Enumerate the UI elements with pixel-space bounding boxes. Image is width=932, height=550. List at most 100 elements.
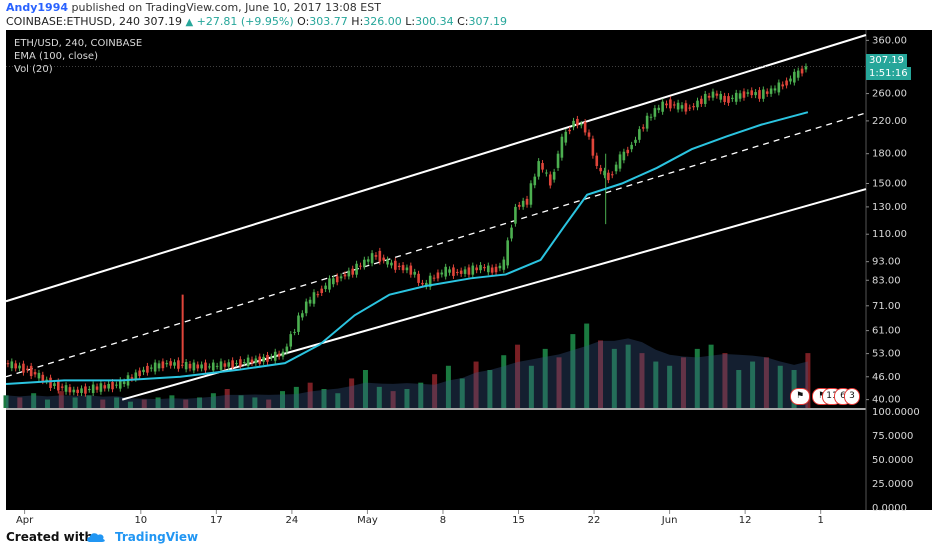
main-pane[interactable] [6, 30, 866, 408]
candle-body [793, 71, 796, 83]
candle-body [18, 365, 21, 369]
y-tick-label: 220.00 [872, 116, 907, 127]
x-tick-label: May [357, 515, 378, 525]
candle-body [165, 363, 169, 365]
volume-bar [445, 365, 451, 408]
candle-body [68, 387, 72, 393]
price-axis[interactable] [866, 30, 932, 510]
high-value: 326.00 [363, 15, 402, 28]
footer: Created with TradingView [0, 525, 932, 550]
candle-body [734, 92, 738, 102]
volume-bar [100, 399, 106, 408]
candle-body [696, 100, 699, 108]
event-count-badge[interactable]: 3 [844, 388, 860, 405]
candle-body [122, 381, 126, 385]
volume-bar [708, 344, 714, 408]
candle-body [297, 315, 300, 332]
y-tick-label: 360.00 [872, 35, 907, 46]
candle-body [33, 372, 37, 375]
x-tick-label: 8 [440, 515, 446, 525]
price-change: +27.81 (+9.95%) [196, 15, 294, 28]
candle-body [421, 282, 424, 285]
candle-body [153, 362, 157, 372]
volume-bar [598, 340, 604, 408]
y-tick-label: 260.00 [872, 89, 907, 100]
candle-body [564, 131, 568, 143]
candle-body [657, 107, 661, 111]
x-tick-label: 15 [512, 515, 525, 525]
candle-body [672, 104, 676, 106]
volume-bar [266, 399, 272, 408]
volume-bar [639, 353, 645, 408]
tradingview-brand[interactable]: TradingView [115, 530, 199, 544]
indicator-pane[interactable] [6, 410, 866, 510]
indicator-tick-label: 100.0000 [872, 407, 920, 418]
candle-body [335, 276, 339, 283]
candle-body [486, 265, 490, 273]
author-link[interactable]: Andy1994 [6, 1, 69, 14]
candle-body [239, 359, 242, 367]
ema-line[interactable] [5, 111, 809, 386]
publish-info: Andy1994 published on TradingView.com, J… [6, 1, 381, 14]
candle-body [316, 294, 320, 296]
volume-bar [321, 389, 327, 408]
volume-bar [86, 395, 92, 408]
candle-body [219, 361, 223, 370]
volume-bar [667, 365, 673, 408]
time-axis[interactable] [6, 510, 932, 525]
volume-bar [528, 365, 534, 408]
volume-bar [17, 397, 23, 408]
candle-body [614, 164, 618, 172]
volume-bar [114, 397, 120, 408]
volume-bar [238, 395, 244, 408]
candle-body [521, 200, 525, 207]
x-tick-label: Jun [661, 515, 678, 525]
channel-line-upper[interactable] [5, 34, 867, 303]
high-label: H: [351, 15, 364, 28]
candle-body [169, 361, 172, 366]
candle-body [53, 383, 56, 387]
volume-bar [183, 399, 189, 408]
low-label: L: [405, 15, 416, 28]
candle-body [301, 313, 304, 318]
volume-bar [584, 323, 590, 408]
candle-body [750, 90, 754, 96]
candle-body [200, 364, 203, 369]
volume-bar [487, 370, 493, 408]
candle-body [254, 358, 258, 363]
candle-body [742, 91, 746, 98]
candle-body [146, 365, 149, 373]
volume-bar [556, 357, 562, 408]
candle-body [118, 380, 122, 389]
candle-body [463, 269, 467, 274]
candle-body [514, 206, 517, 224]
channel-line-middle[interactable] [5, 112, 867, 378]
volume-bar [473, 361, 479, 408]
candle-body [789, 78, 792, 82]
candle-body [6, 363, 10, 365]
x-tick-label: 10 [134, 515, 147, 525]
channel-line-lower[interactable] [121, 188, 867, 401]
candle-body [545, 172, 548, 174]
candle-body [10, 361, 14, 369]
candle-body [576, 118, 579, 126]
volume-bar [349, 378, 355, 408]
candle-body [37, 372, 41, 379]
candle-body [103, 385, 107, 389]
candle-body [99, 383, 103, 392]
candle-body [641, 127, 645, 129]
candle-body [552, 171, 556, 180]
flag-icon[interactable]: ⚑ [790, 388, 810, 405]
price-chart[interactable]: 360.00 260.00 220.00 180.00 150.00 130.00 110.… [0, 30, 932, 525]
candle-body [467, 267, 471, 275]
candle-body [320, 288, 324, 294]
candle-body [95, 386, 99, 390]
candle-body [475, 267, 478, 271]
candle-body [188, 363, 192, 369]
last-price: 307.19 [143, 15, 182, 28]
candle-body [26, 368, 29, 370]
volume-bar [3, 395, 9, 408]
candle-body [448, 269, 451, 273]
open-value: 303.77 [309, 15, 348, 28]
volume-bar [335, 393, 341, 408]
